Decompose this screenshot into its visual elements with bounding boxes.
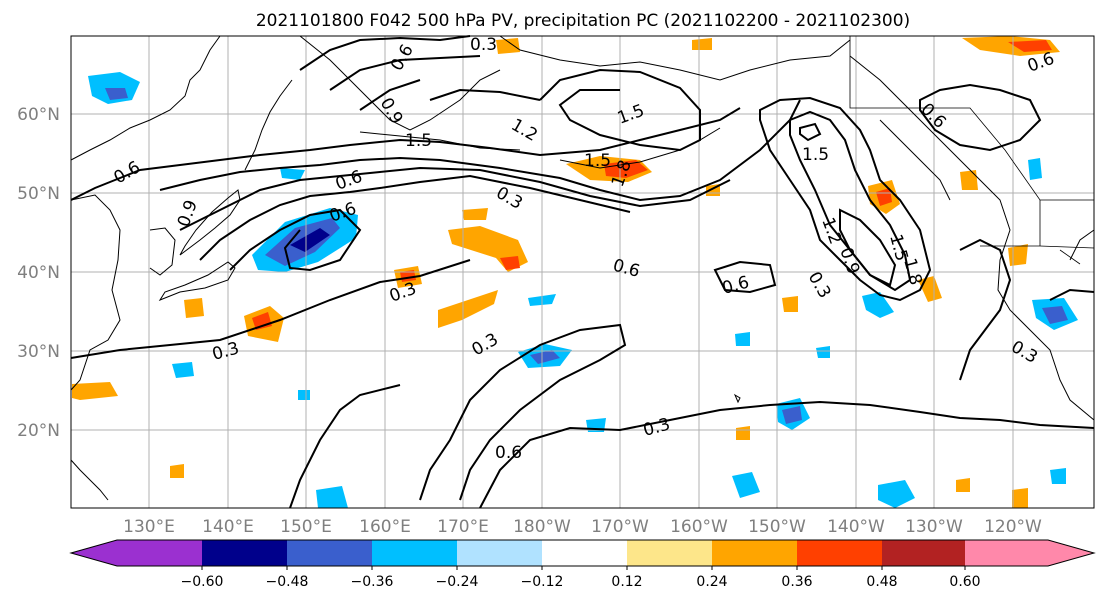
lon-label: 170°W (591, 517, 649, 537)
contour-label: 0.3 (470, 35, 497, 55)
lon-label: 130°W (905, 517, 963, 537)
colorbar-segment (117, 540, 202, 566)
colorbar-extend-left (71, 540, 117, 566)
colorbar-segment (965, 540, 1048, 566)
colorbar-tick-label: 0.12 (611, 574, 642, 590)
lon-label: 120°W (984, 517, 1042, 537)
precip-neg-core (530, 350, 560, 364)
lon-label: 130°E (123, 517, 175, 537)
precipitation-shading (72, 36, 1078, 508)
lon-label: 140°E (202, 517, 254, 537)
lat-label: 50°N (17, 184, 60, 204)
country-borders (849, 36, 1095, 265)
lon-label: 150°W (748, 517, 806, 537)
colorbar-segment (457, 540, 542, 566)
colorbar-tick-label: −0.12 (521, 574, 564, 590)
map-frame (70, 35, 1095, 509)
lon-label: 180°W (513, 517, 571, 537)
precip-pos-blob (960, 170, 978, 190)
longitude-labels: 130°E 140°E 150°E 160°E 170°E 180°W 170°… (123, 517, 1042, 537)
coastlines (70, 35, 1095, 501)
contour-label: 1.5 (802, 145, 829, 165)
lon-label: 140°W (827, 517, 885, 537)
colorbar-outline (69, 539, 1096, 567)
precip-pos-blob (956, 478, 970, 492)
precip-pos-blob (72, 382, 118, 400)
precip-neg-core (290, 228, 330, 252)
precip-pos-core (1008, 40, 1052, 52)
precip-neg-blob (1050, 468, 1066, 484)
precip-neg-blob (862, 292, 894, 318)
colorbar-tick-label: −0.48 (266, 574, 309, 590)
colorbar-tick-label: 0.48 (866, 574, 897, 590)
lon-label: 160°E (359, 517, 411, 537)
map-title: 2021101800 F042 500 hPa PV, precipitatio… (256, 11, 910, 31)
precip-pos-core (500, 256, 520, 270)
precip-neg-blob (878, 480, 915, 508)
precip-neg-blob (280, 168, 305, 180)
latitude-labels: 60°N 50°N 40°N 30°N 20°N (17, 105, 60, 441)
precip-neg-blob (735, 332, 750, 346)
precip-pos-blob (1012, 488, 1028, 508)
precip-pos-blob (692, 38, 712, 50)
lat-label: 60°N (17, 105, 60, 125)
lon-label: 170°E (437, 517, 489, 537)
precip-neg-blob (172, 362, 194, 378)
precip-pos-core (604, 160, 648, 178)
lat-label: 30°N (17, 342, 60, 362)
precip-pos-blob (782, 296, 798, 312)
precip-neg-blob (816, 346, 830, 358)
precip-neg-blob (298, 390, 310, 400)
precip-neg-core (1042, 306, 1068, 324)
precip-pos-blob (462, 208, 488, 220)
precip-pos-blob (170, 464, 184, 478)
precip-neg-core (105, 88, 128, 100)
colorbar-segment (287, 540, 372, 566)
lat-label: 40°N (17, 263, 60, 283)
colorbar-segment (797, 540, 882, 566)
colorbar-segment (372, 540, 457, 566)
colorbar-segment (202, 540, 287, 566)
colorbar-tick-label: 0.24 (696, 574, 727, 590)
precip-neg-blob (732, 472, 760, 498)
lon-label: 150°E (280, 517, 332, 537)
colorbar-segment (542, 540, 627, 566)
colorbar-tick-label: 0.60 (949, 574, 980, 590)
colorbar-ticks (201, 566, 966, 570)
pv-contours (70, 35, 1095, 509)
contour-label: 1.5 (405, 131, 432, 151)
contour-label: 1.5 (584, 151, 611, 171)
precip-pos-blob (184, 298, 204, 318)
lat-label: 20°N (17, 421, 60, 441)
precip-neg-blob (1028, 158, 1042, 180)
precip-pos-blob (438, 290, 498, 328)
colorbar-segment (882, 540, 965, 566)
precip-neg-blob (316, 486, 348, 508)
colorbar-tick-label: −0.36 (351, 574, 394, 590)
colorbar-tick-label: −0.60 (181, 574, 224, 590)
precip-pos-core (252, 312, 272, 330)
precip-pos-blob (736, 426, 750, 440)
contour-label: 0.6 (495, 443, 522, 463)
colorbar-segment (712, 540, 797, 566)
colorbar: −0.60 −0.48 −0.36 −0.24 −0.12 0.12 0.24 … (69, 539, 1096, 590)
colorbar-extend-right (1048, 540, 1094, 566)
colorbar-tick-label: −0.24 (436, 574, 479, 590)
colorbar-segment (627, 540, 712, 566)
precip-neg-core (782, 406, 802, 424)
precip-pos-blob (496, 38, 520, 54)
lon-label: 160°W (670, 517, 728, 537)
colorbar-tick-label: 0.36 (781, 574, 812, 590)
